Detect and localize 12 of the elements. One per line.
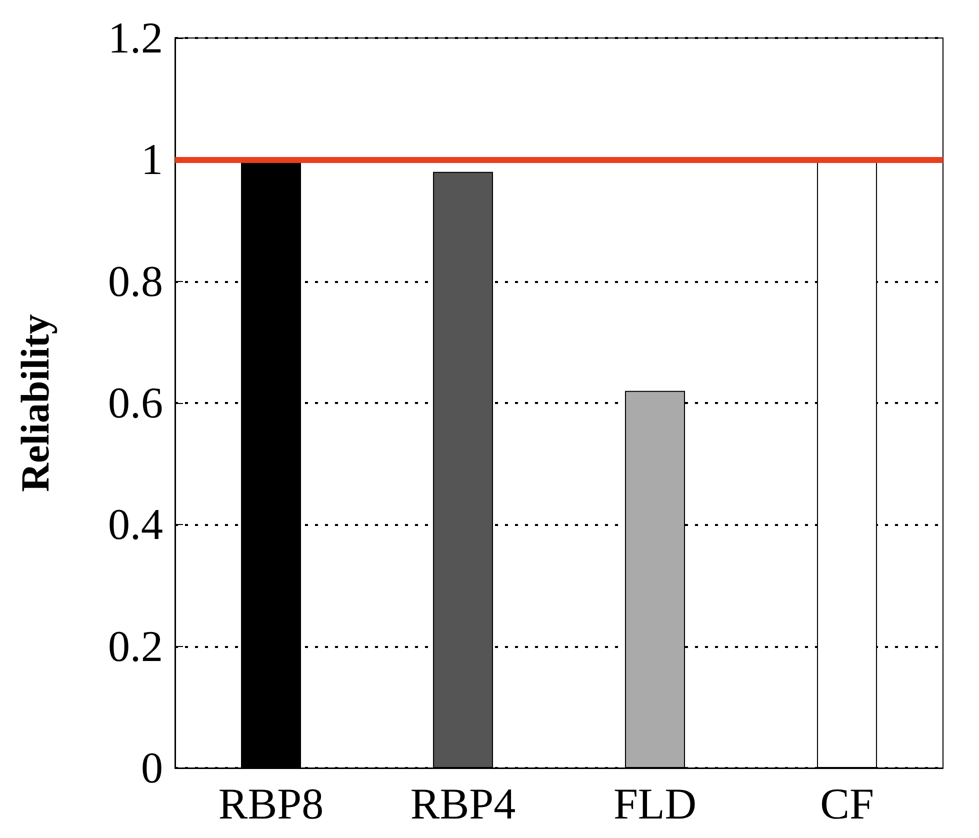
y-tick-label: 1 (141, 135, 163, 184)
y-tick-label: 0.2 (108, 622, 163, 671)
y-tick-label: 0.4 (108, 500, 163, 550)
y-tick-label: 0.8 (108, 256, 163, 306)
x-tick-label: CF (820, 780, 874, 828)
x-tick-label: RBP8 (218, 780, 324, 828)
y-axis-title: Reliability (12, 314, 58, 492)
y-tick-label: 0 (141, 744, 163, 792)
y-tick-label: 1.2 (108, 14, 163, 62)
y-tick-label: 0.6 (108, 378, 163, 428)
x-tick-label: FLD (613, 780, 697, 828)
x-tick-label: RBP4 (410, 780, 516, 828)
